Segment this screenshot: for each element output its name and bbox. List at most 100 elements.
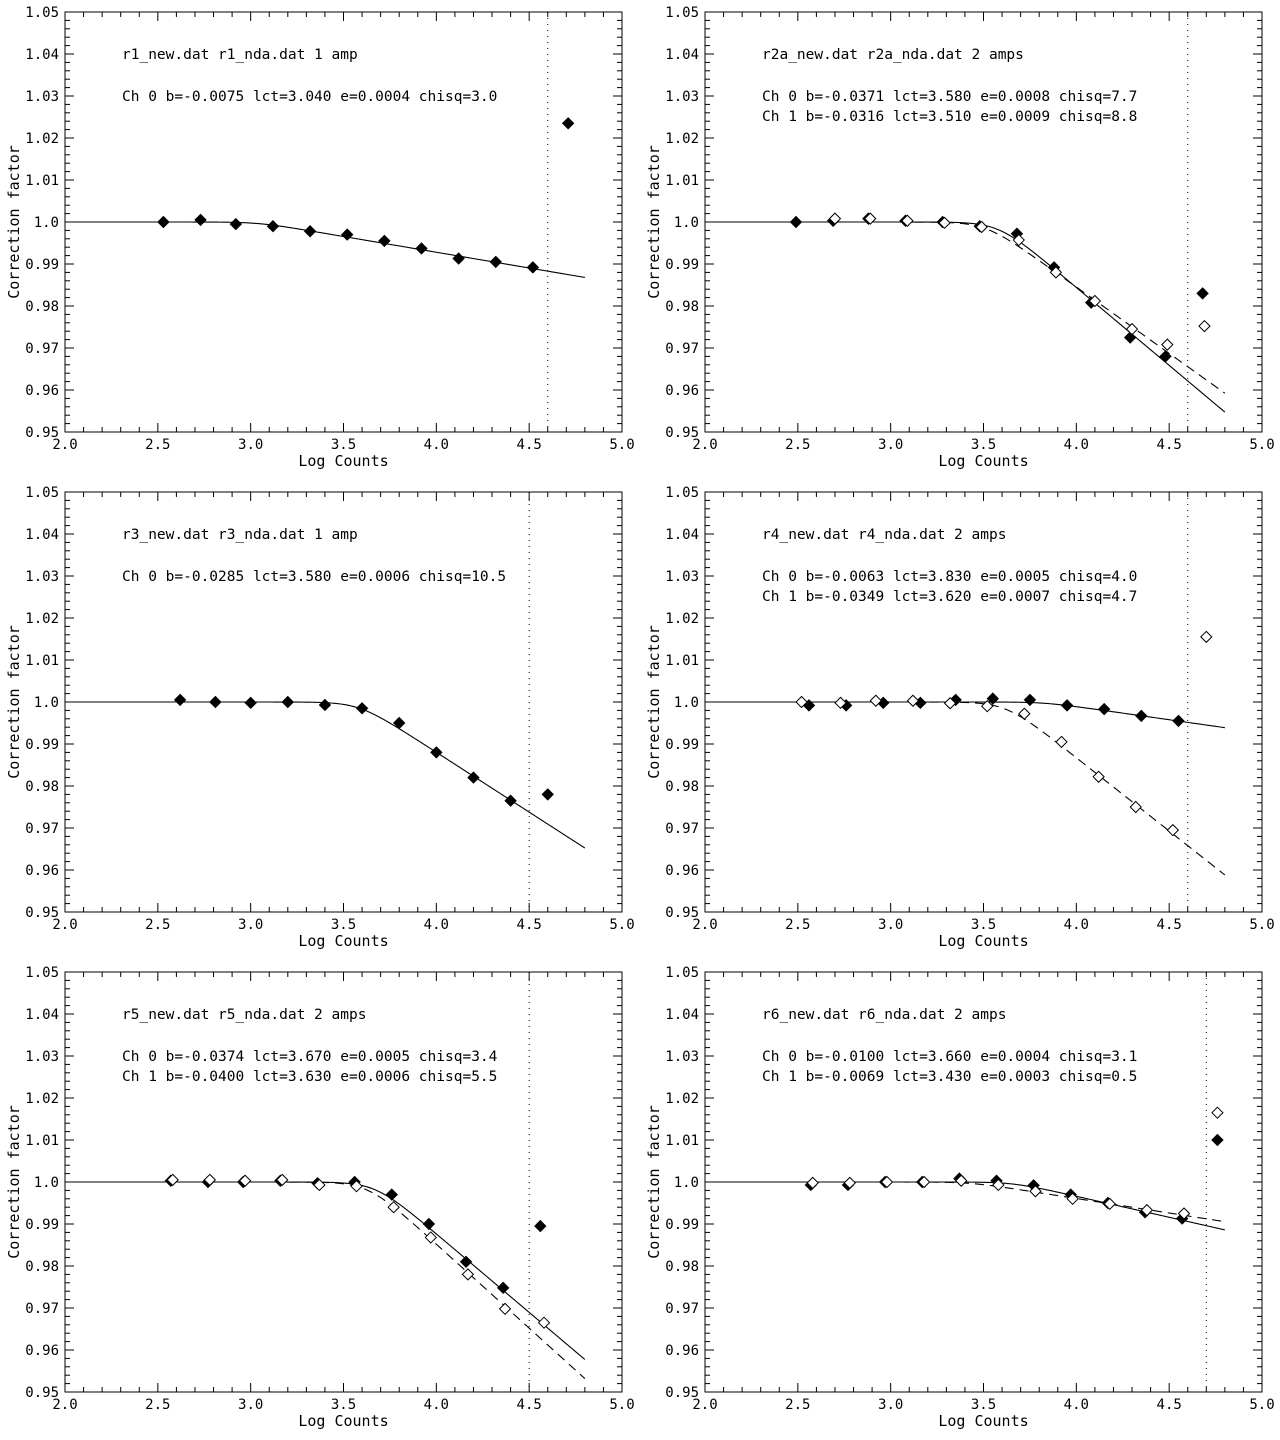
file-annotation: r4_new.dat r4_nda.dat 2 amps bbox=[762, 527, 1006, 543]
ch1-data-point bbox=[203, 1173, 217, 1187]
x-axis-title: Log Counts bbox=[298, 932, 388, 950]
y-tick-label: 1.05 bbox=[25, 965, 59, 981]
ch0-data-point bbox=[452, 252, 465, 265]
ch0-data-point bbox=[341, 228, 354, 241]
y-tick-label: 1.05 bbox=[25, 5, 59, 21]
ch1-data-point bbox=[1029, 1185, 1042, 1198]
x-tick-label: 3.0 bbox=[238, 1397, 263, 1413]
ch0-data-point bbox=[541, 788, 554, 801]
ch0-data-point bbox=[303, 225, 317, 238]
ch1-data-point bbox=[387, 1200, 400, 1214]
file-annotation: r5_new.dat r5_nda.dat 2 amps bbox=[122, 1007, 366, 1023]
chart-panel-5: 2.0 2.5 3.0 3.5 4.0 4.5 5.0 0.95 0.96 0.97 0.98 0.9… bbox=[5, 965, 635, 1430]
y-tick-label: 0.99 bbox=[25, 737, 59, 753]
ch0-fit-line bbox=[65, 701, 586, 849]
ch1-data-point bbox=[166, 1173, 179, 1187]
file-annotation: r6_new.dat r6_nda.dat 2 amps bbox=[762, 1007, 1006, 1023]
x-axis-title: Log Counts bbox=[938, 452, 1028, 470]
y-tick-label: 1.04 bbox=[25, 527, 59, 543]
ch1-fit-line bbox=[705, 701, 1226, 876]
ch0-data-point bbox=[415, 242, 428, 255]
y-tick-label: 1.01 bbox=[25, 1133, 59, 1149]
chart-panel-6: 2.0 2.5 3.0 3.5 4.0 4.5 5.0 0.95 0.96 0.97 0.98 0.9… bbox=[645, 965, 1275, 1430]
y-tick-label: 1.02 bbox=[665, 611, 699, 627]
y-tick-label: 0.96 bbox=[25, 383, 59, 399]
ch0-data-point bbox=[1023, 693, 1037, 707]
ch1-data-point bbox=[1066, 1192, 1079, 1206]
ch0-data-point bbox=[1060, 699, 1074, 712]
x-axis-title: Log Counts bbox=[938, 1412, 1028, 1430]
y-tick-label: 1.0 bbox=[674, 215, 699, 231]
y-tick-label: 0.96 bbox=[665, 1343, 699, 1359]
x-tick-label: 4.0 bbox=[1064, 437, 1089, 453]
y-axis-title: Correction factor bbox=[5, 625, 23, 779]
y-tick-label: 0.98 bbox=[25, 1259, 59, 1275]
y-tick-label: 1.0 bbox=[674, 695, 699, 711]
ch1-data-point bbox=[1055, 735, 1068, 749]
ch0-fit-line bbox=[65, 1181, 586, 1360]
x-tick-label: 4.5 bbox=[517, 917, 542, 933]
y-tick-label: 0.98 bbox=[665, 779, 699, 795]
ch1-fit-annotation: Ch 1 b=-0.0316 lct=3.510 e=0.0009 chisq=… bbox=[762, 109, 1137, 125]
ch0-data-point bbox=[496, 1281, 510, 1295]
ch1-fit-line bbox=[705, 221, 1226, 394]
x-tick-label: 4.0 bbox=[1064, 917, 1089, 933]
x-tick-label: 2.0 bbox=[692, 437, 717, 453]
y-tick-label: 1.0 bbox=[34, 215, 59, 231]
x-tick-label: 2.5 bbox=[145, 437, 170, 453]
y-axis-title: Correction factor bbox=[645, 625, 663, 779]
ch1-data-point bbox=[461, 1268, 475, 1281]
x-tick-label: 4.5 bbox=[1157, 437, 1182, 453]
chart-panel-1: 2.0 2.5 3.0 3.5 4.0 4.5 5.0 0.95 0.96 0.97 0.98 0.9… bbox=[5, 5, 635, 470]
ch1-data-point bbox=[981, 699, 994, 713]
x-tick-label: 2.0 bbox=[52, 1397, 77, 1413]
y-tick-label: 1.03 bbox=[665, 569, 699, 585]
ch0-data-point bbox=[467, 771, 480, 784]
ch1-data-point bbox=[1211, 1106, 1224, 1119]
y-tick-label: 0.97 bbox=[665, 1301, 699, 1317]
ch1-data-point bbox=[1018, 707, 1031, 720]
ch1-data-point bbox=[1200, 630, 1213, 644]
ch0-data-point bbox=[430, 746, 443, 759]
ch0-data-point bbox=[318, 698, 332, 712]
ch1-data-point bbox=[795, 695, 808, 709]
ch0-data-point bbox=[1097, 702, 1111, 716]
y-tick-label: 1.03 bbox=[25, 1049, 59, 1065]
ch1-data-point bbox=[1049, 266, 1063, 279]
ch0-data-point bbox=[229, 217, 243, 231]
y-tick-label: 1.05 bbox=[665, 965, 699, 981]
y-tick-label: 1.04 bbox=[25, 1007, 59, 1023]
ch0-fit-line bbox=[705, 221, 1226, 413]
ch1-data-point bbox=[1198, 319, 1211, 333]
ch1-data-point bbox=[313, 1178, 326, 1192]
ch0-data-point bbox=[504, 794, 517, 807]
x-tick-label: 2.0 bbox=[52, 917, 77, 933]
chart-panel-3: 2.0 2.5 3.0 3.5 4.0 4.5 5.0 0.95 0.96 0.97 0.98 0.9… bbox=[5, 485, 635, 950]
ch1-fit-annotation: Ch 1 b=-0.0400 lct=3.630 e=0.0006 chisq=… bbox=[122, 1069, 497, 1085]
x-tick-label: 2.0 bbox=[692, 917, 717, 933]
x-tick-label: 4.0 bbox=[424, 1397, 449, 1413]
x-tick-label: 5.0 bbox=[609, 917, 634, 933]
y-tick-label: 0.95 bbox=[665, 425, 699, 441]
ch1-data-point bbox=[828, 212, 842, 225]
y-tick-label: 1.04 bbox=[25, 47, 59, 63]
y-tick-label: 1.03 bbox=[665, 1049, 699, 1065]
chart-panel-2: 2.0 2.5 3.0 3.5 4.0 4.5 5.0 0.95 0.96 0.97 0.98 0.9… bbox=[645, 5, 1275, 470]
x-tick-label: 4.0 bbox=[1064, 1397, 1089, 1413]
y-axis-title: Correction factor bbox=[5, 1105, 23, 1259]
x-tick-label: 4.0 bbox=[424, 437, 449, 453]
y-axis-title: Correction factor bbox=[5, 145, 23, 299]
x-tick-label: 4.0 bbox=[424, 917, 449, 933]
y-tick-label: 1.0 bbox=[34, 1175, 59, 1191]
x-tick-label: 4.5 bbox=[517, 1397, 542, 1413]
ch0-data-point bbox=[561, 117, 575, 130]
x-tick-label: 3.5 bbox=[331, 437, 356, 453]
ch1-fit-annotation: Ch 1 b=-0.0069 lct=3.430 e=0.0003 chisq=… bbox=[762, 1069, 1137, 1085]
ch1-data-point bbox=[1161, 338, 1174, 351]
y-tick-label: 1.01 bbox=[25, 173, 59, 189]
file-annotation: r3_new.dat r3_nda.dat 1 amp bbox=[122, 527, 358, 543]
ch1-data-point bbox=[276, 1173, 289, 1187]
y-tick-label: 1.03 bbox=[665, 89, 699, 105]
ch0-fit-annotation: Ch 0 b=-0.0075 lct=3.040 e=0.0004 chisq=… bbox=[122, 89, 497, 105]
ch1-data-point bbox=[1088, 294, 1102, 308]
